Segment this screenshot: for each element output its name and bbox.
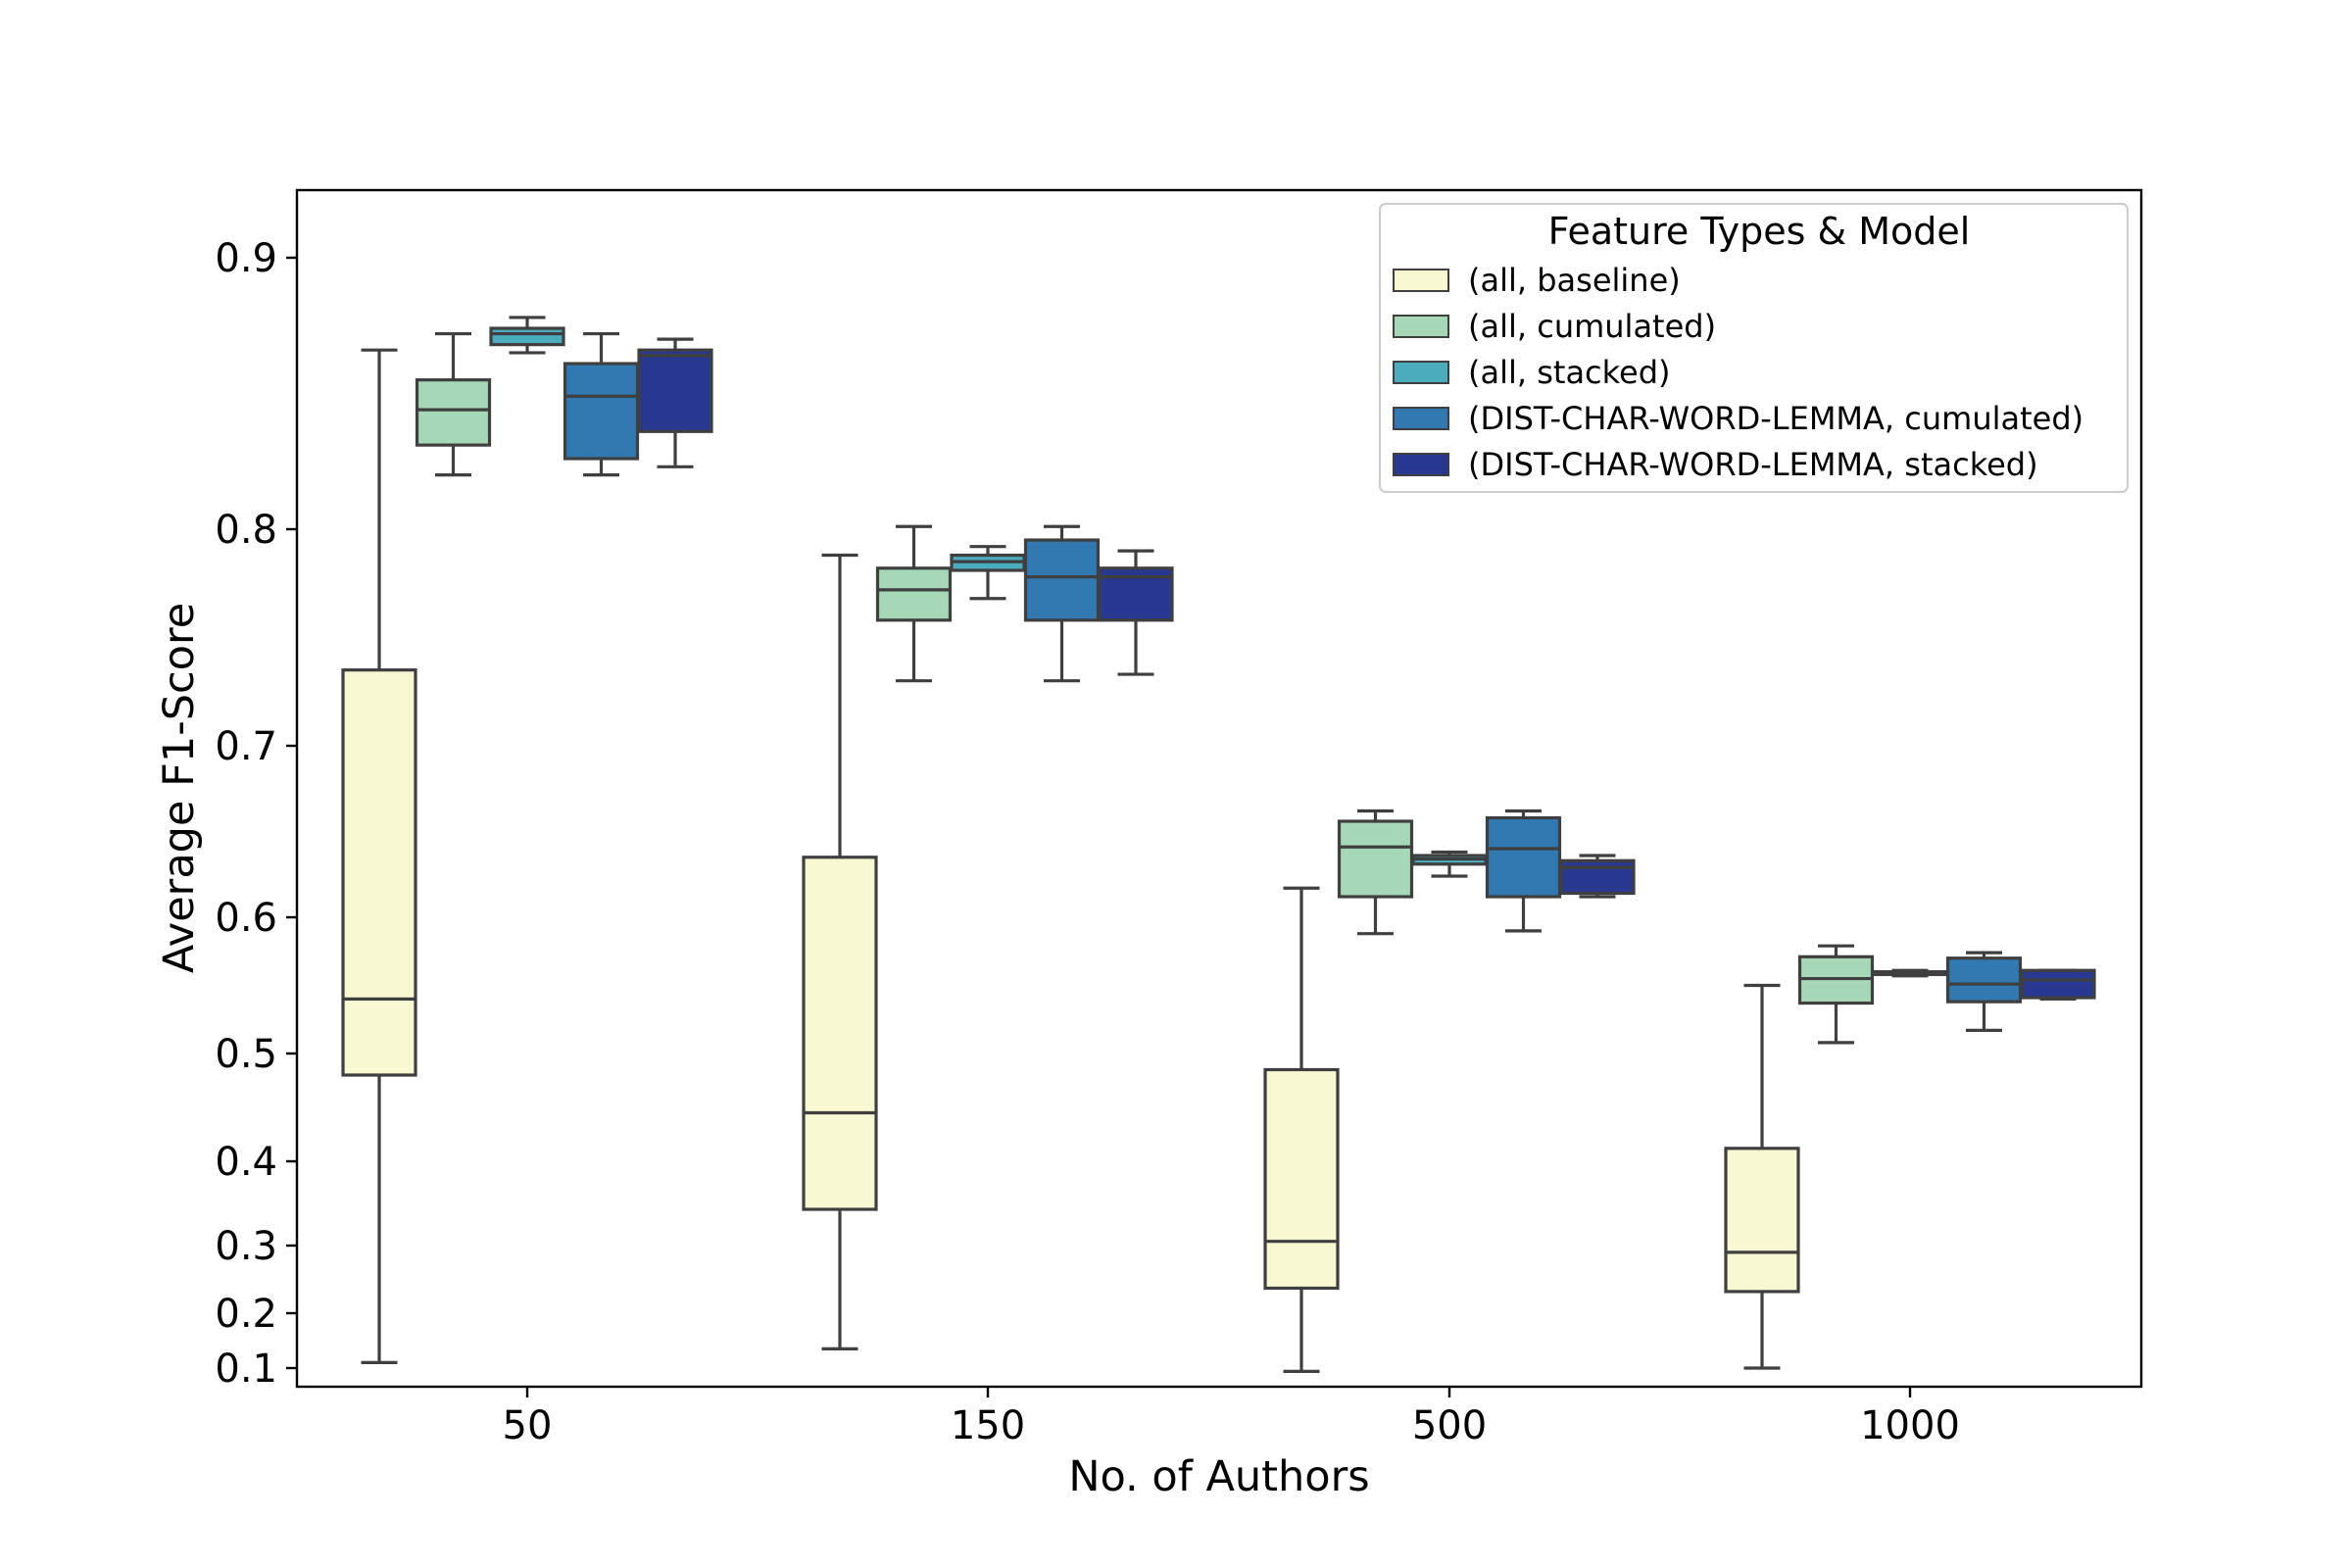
box-body bbox=[415, 378, 492, 447]
box-2-3 bbox=[1872, 968, 1948, 978]
box-3-3 bbox=[1945, 951, 2023, 1032]
box-1-3 bbox=[1797, 944, 1875, 1045]
y-tick-label: 0.1 bbox=[215, 1347, 277, 1392]
box-4-0 bbox=[637, 337, 713, 468]
box-body bbox=[2020, 968, 2096, 1000]
box-body bbox=[1263, 1067, 1340, 1291]
legend-title: Feature Types & Model bbox=[1548, 210, 1971, 253]
legend-label: (all, stacked) bbox=[1468, 354, 1671, 391]
box-body bbox=[1023, 538, 1101, 622]
x-tick-label: 1000 bbox=[1860, 1403, 1960, 1448]
legend-label: (DIST-CHAR-WORD-LEMMA, cumulated) bbox=[1468, 400, 2083, 437]
box-3-0 bbox=[563, 331, 640, 477]
box-4-3 bbox=[2020, 968, 2096, 1002]
box-body bbox=[637, 348, 713, 433]
legend-swatch bbox=[1393, 361, 1449, 384]
series-3 bbox=[563, 331, 2023, 1032]
box-body bbox=[1485, 815, 1562, 899]
box-body bbox=[1559, 858, 1636, 896]
box-4-2 bbox=[1559, 854, 1636, 899]
box-1-1 bbox=[875, 524, 953, 683]
legend-entry: (all, baseline) bbox=[1393, 262, 1681, 299]
y-tick-label: 0.8 bbox=[215, 508, 277, 553]
legend-label: (all, cumulated) bbox=[1468, 308, 1716, 345]
y-tick-label: 0.7 bbox=[215, 724, 277, 769]
x-axis: 50 150 500 1000 bbox=[503, 1387, 1960, 1448]
box-body bbox=[489, 326, 565, 347]
box-body bbox=[563, 362, 640, 461]
box-body bbox=[341, 668, 417, 1077]
plot-frame bbox=[295, 188, 2143, 1389]
legend-frame bbox=[1379, 203, 2129, 493]
legend-swatch bbox=[1393, 407, 1449, 430]
box-body bbox=[1337, 819, 1414, 899]
boxes-layer bbox=[341, 316, 2096, 1374]
x-tick-label: 50 bbox=[503, 1403, 553, 1448]
y-axis: 0.1 0.2 0.3 0.4 0.5 0.6 0.7 0.8 0.9 bbox=[215, 236, 297, 1392]
box-body bbox=[802, 856, 878, 1211]
x-axis-label: No. of Authors bbox=[1068, 1452, 1369, 1501]
x-tick-label: 500 bbox=[1412, 1403, 1487, 1448]
box-body bbox=[875, 566, 953, 622]
box-1-0 bbox=[415, 331, 492, 477]
y-tick-label: 0.4 bbox=[215, 1140, 277, 1185]
legend-entry: (DIST-CHAR-WORD-LEMMA, cumulated) bbox=[1393, 400, 2083, 437]
legend-label: (all, baseline) bbox=[1468, 262, 1681, 299]
box-3-1 bbox=[1023, 524, 1101, 683]
box-0-0 bbox=[341, 348, 417, 1365]
y-axis-label: Average F1-Score bbox=[155, 603, 204, 973]
series-1 bbox=[415, 331, 1875, 1045]
y-tick-label: 0.5 bbox=[215, 1032, 277, 1077]
series-0 bbox=[341, 348, 1800, 1374]
box-3-2 bbox=[1485, 808, 1562, 933]
box-2-0 bbox=[489, 316, 565, 355]
box-body bbox=[1945, 956, 2023, 1004]
legend-entry: (all, stacked) bbox=[1393, 354, 1671, 391]
x-tick-label: 150 bbox=[951, 1403, 1025, 1448]
box-2-2 bbox=[1411, 850, 1488, 878]
legend-swatch bbox=[1393, 453, 1449, 476]
y-tick-label: 0.6 bbox=[215, 896, 277, 941]
box-1-2 bbox=[1337, 808, 1414, 936]
y-tick-label: 0.9 bbox=[215, 236, 277, 281]
legend-label: (DIST-CHAR-WORD-LEMMA, stacked) bbox=[1468, 446, 2038, 483]
series-2 bbox=[489, 316, 1948, 978]
y-tick-label: 0.3 bbox=[215, 1224, 277, 1269]
box-4-1 bbox=[1098, 549, 1174, 676]
legend-entry: (DIST-CHAR-WORD-LEMMA, stacked) bbox=[1393, 446, 2038, 483]
box-body bbox=[1724, 1147, 1800, 1294]
box-0-1 bbox=[802, 553, 878, 1351]
box-2-1 bbox=[950, 545, 1026, 601]
y-tick-label: 0.2 bbox=[215, 1292, 277, 1337]
legend-entry: (all, cumulated) bbox=[1393, 308, 1716, 345]
legend-swatch bbox=[1393, 315, 1449, 338]
box-0-3 bbox=[1724, 983, 1800, 1370]
legend-swatch bbox=[1393, 269, 1449, 292]
legend: Feature Types & Model (all, baseline) (al… bbox=[1379, 203, 2129, 493]
series-4 bbox=[637, 337, 2096, 1002]
box-0-2 bbox=[1263, 886, 1340, 1374]
